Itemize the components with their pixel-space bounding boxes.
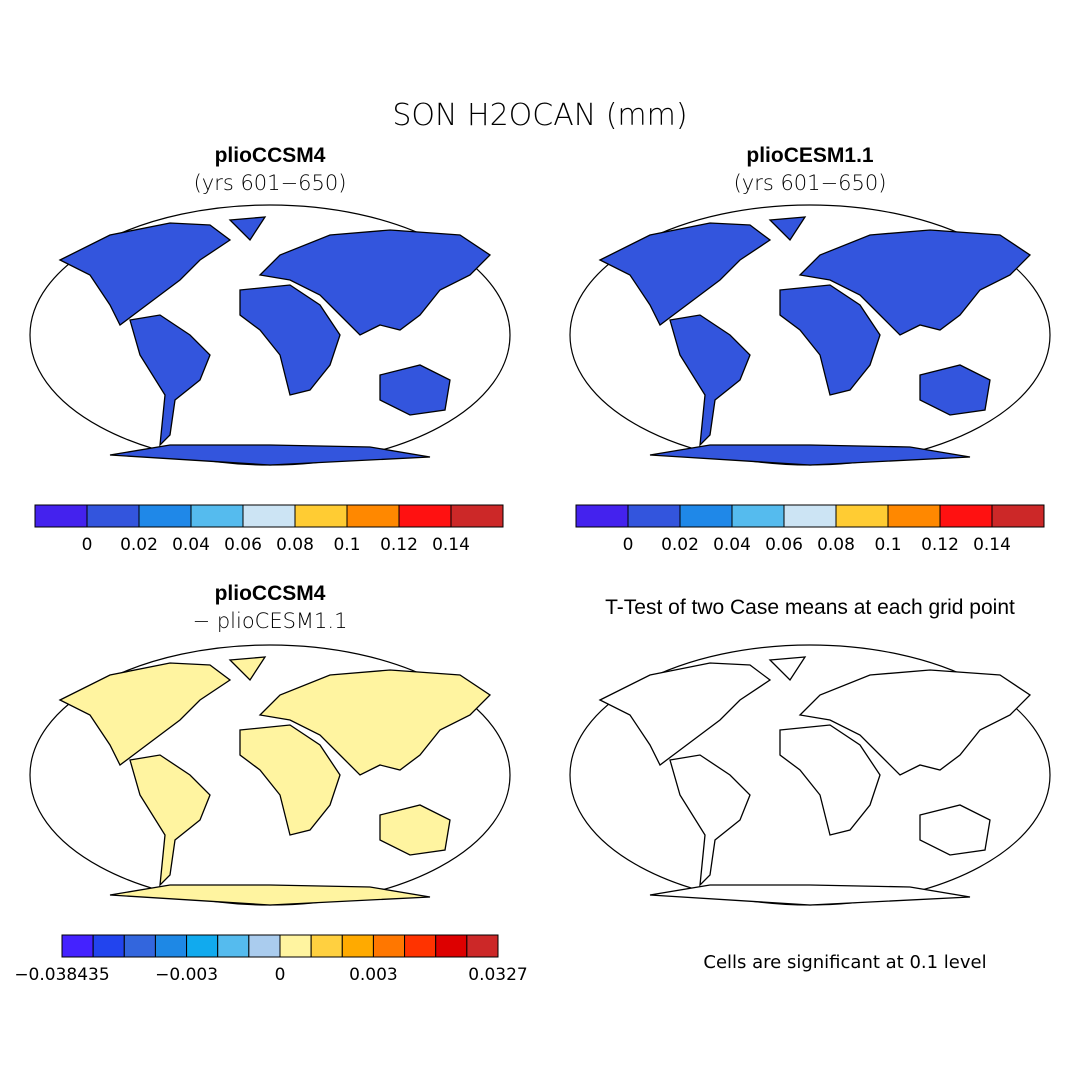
colorbar-tick-label: 0.02 — [120, 535, 158, 555]
colorbar-box — [404, 934, 437, 958]
colorbar-box — [92, 934, 125, 958]
colorbar-box — [991, 504, 1045, 528]
panel-title: T-Test of two Case means at each grid po… — [605, 596, 1015, 619]
colorbar-box — [450, 504, 504, 528]
colorbar-box — [575, 504, 629, 528]
colorbar-tick-label: 0.08 — [276, 535, 314, 555]
panel-title: plioCCSM4 — [215, 144, 326, 167]
colorbar-tick-label: 0.14 — [432, 535, 470, 555]
colorbar-box — [887, 504, 941, 528]
colorbar-tick-label: 0.04 — [713, 535, 751, 555]
colorbar-tick-label: 0.12 — [380, 535, 418, 555]
colorbar-tick-label: 0.1 — [333, 535, 360, 555]
colorbar-box — [217, 934, 250, 958]
colorbar-box — [34, 504, 88, 528]
colorbar-tick-label: 0.1 — [874, 535, 901, 555]
colorbar-box — [242, 504, 296, 528]
colorbar-box — [341, 934, 374, 958]
colorbar-box — [398, 504, 452, 528]
colorbar-tick-label: 0.0327 — [468, 965, 527, 985]
panel-subtitle: (yrs 601−650) — [194, 171, 347, 195]
colorbar-tick-label: 0.06 — [765, 535, 803, 555]
colorbar-box — [154, 934, 188, 958]
colorbar-tick-label: −0.003 — [155, 965, 218, 985]
colorbar-tick-label: −0.038435 — [14, 965, 109, 985]
note: Cells are significant at 0.1 level — [703, 952, 986, 973]
colorbar-box — [86, 504, 140, 528]
colorbar-box — [372, 934, 406, 958]
colorbar-box — [679, 504, 733, 528]
panel-title: plioCCSM4 — [215, 582, 326, 605]
colorbar-tick-label: 0 — [82, 535, 93, 555]
colorbar-box — [248, 934, 281, 958]
colorbar-tick-label: 0.12 — [921, 535, 959, 555]
figure-title: SON H2OCAN (mm) — [392, 98, 687, 133]
panel-title: plioCESM1.1 — [746, 144, 874, 167]
colorbar-box — [435, 934, 468, 958]
colorbar-box — [939, 504, 993, 528]
colorbar-box — [61, 934, 94, 958]
panel-subtitle: (yrs 601−650) — [734, 171, 887, 195]
colorbar-box — [190, 504, 244, 528]
colorbar-tick-label: 0.02 — [661, 535, 699, 555]
colorbar-box — [731, 504, 785, 528]
colorbar-box — [783, 504, 837, 528]
colorbar-box — [346, 504, 400, 528]
colorbar-box — [138, 504, 192, 528]
colorbar-tick-label: 0.04 — [172, 535, 210, 555]
colorbar-box — [835, 504, 889, 528]
colorbar-box — [310, 934, 343, 958]
colorbar-box — [279, 934, 312, 958]
colorbar-tick-label: 0.06 — [224, 535, 262, 555]
colorbar-tick-label: 0.003 — [349, 965, 398, 985]
map-panel — [569, 204, 1051, 466]
colorbar-box — [186, 934, 219, 958]
map-panel — [29, 644, 511, 906]
colorbar-tick-label: 0 — [623, 535, 634, 555]
colorbar-tick-label: 0 — [275, 965, 286, 985]
colorbar-tick-label: 0.14 — [973, 535, 1011, 555]
colorbar-box — [123, 934, 156, 958]
colorbar-box — [627, 504, 681, 528]
colorbar-box — [294, 504, 348, 528]
panel-subtitle: − plioCESM1.1 — [193, 609, 348, 633]
colorbar-box — [466, 934, 499, 958]
map-panel — [29, 204, 511, 466]
map-panel — [569, 644, 1051, 906]
colorbar-tick-label: 0.08 — [817, 535, 855, 555]
